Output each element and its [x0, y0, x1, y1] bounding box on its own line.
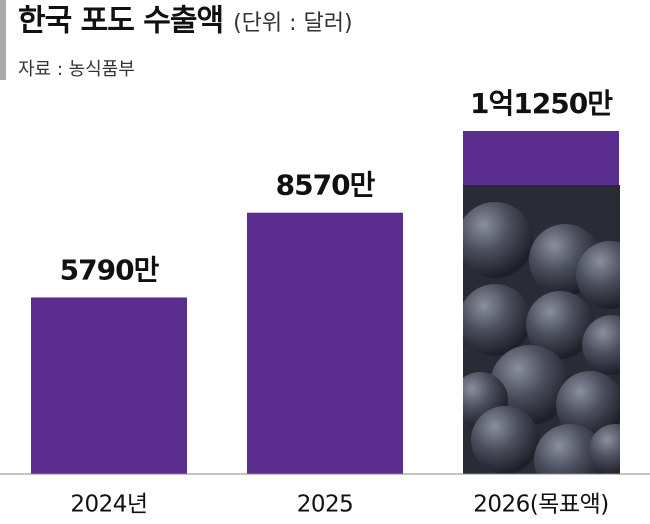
accent-bar — [0, 0, 6, 80]
value-label: 1억1250만 — [470, 87, 613, 120]
x-tick-label: 2024년 — [70, 492, 147, 518]
x-tick-label: 2026(목표액) — [473, 492, 608, 518]
source: 자료 : 농식품부 — [18, 59, 135, 80]
value-label: 8570만 — [276, 169, 376, 202]
bar — [247, 212, 403, 475]
chart-subtitle: (단위 : 달러) — [233, 11, 353, 36]
x-tick-label: 2025 — [297, 492, 354, 518]
grape-photo — [463, 185, 620, 474]
chart-title: 한국 포도 수출액 — [18, 4, 223, 39]
value-label: 5790만 — [60, 253, 160, 286]
bar — [31, 297, 187, 474]
